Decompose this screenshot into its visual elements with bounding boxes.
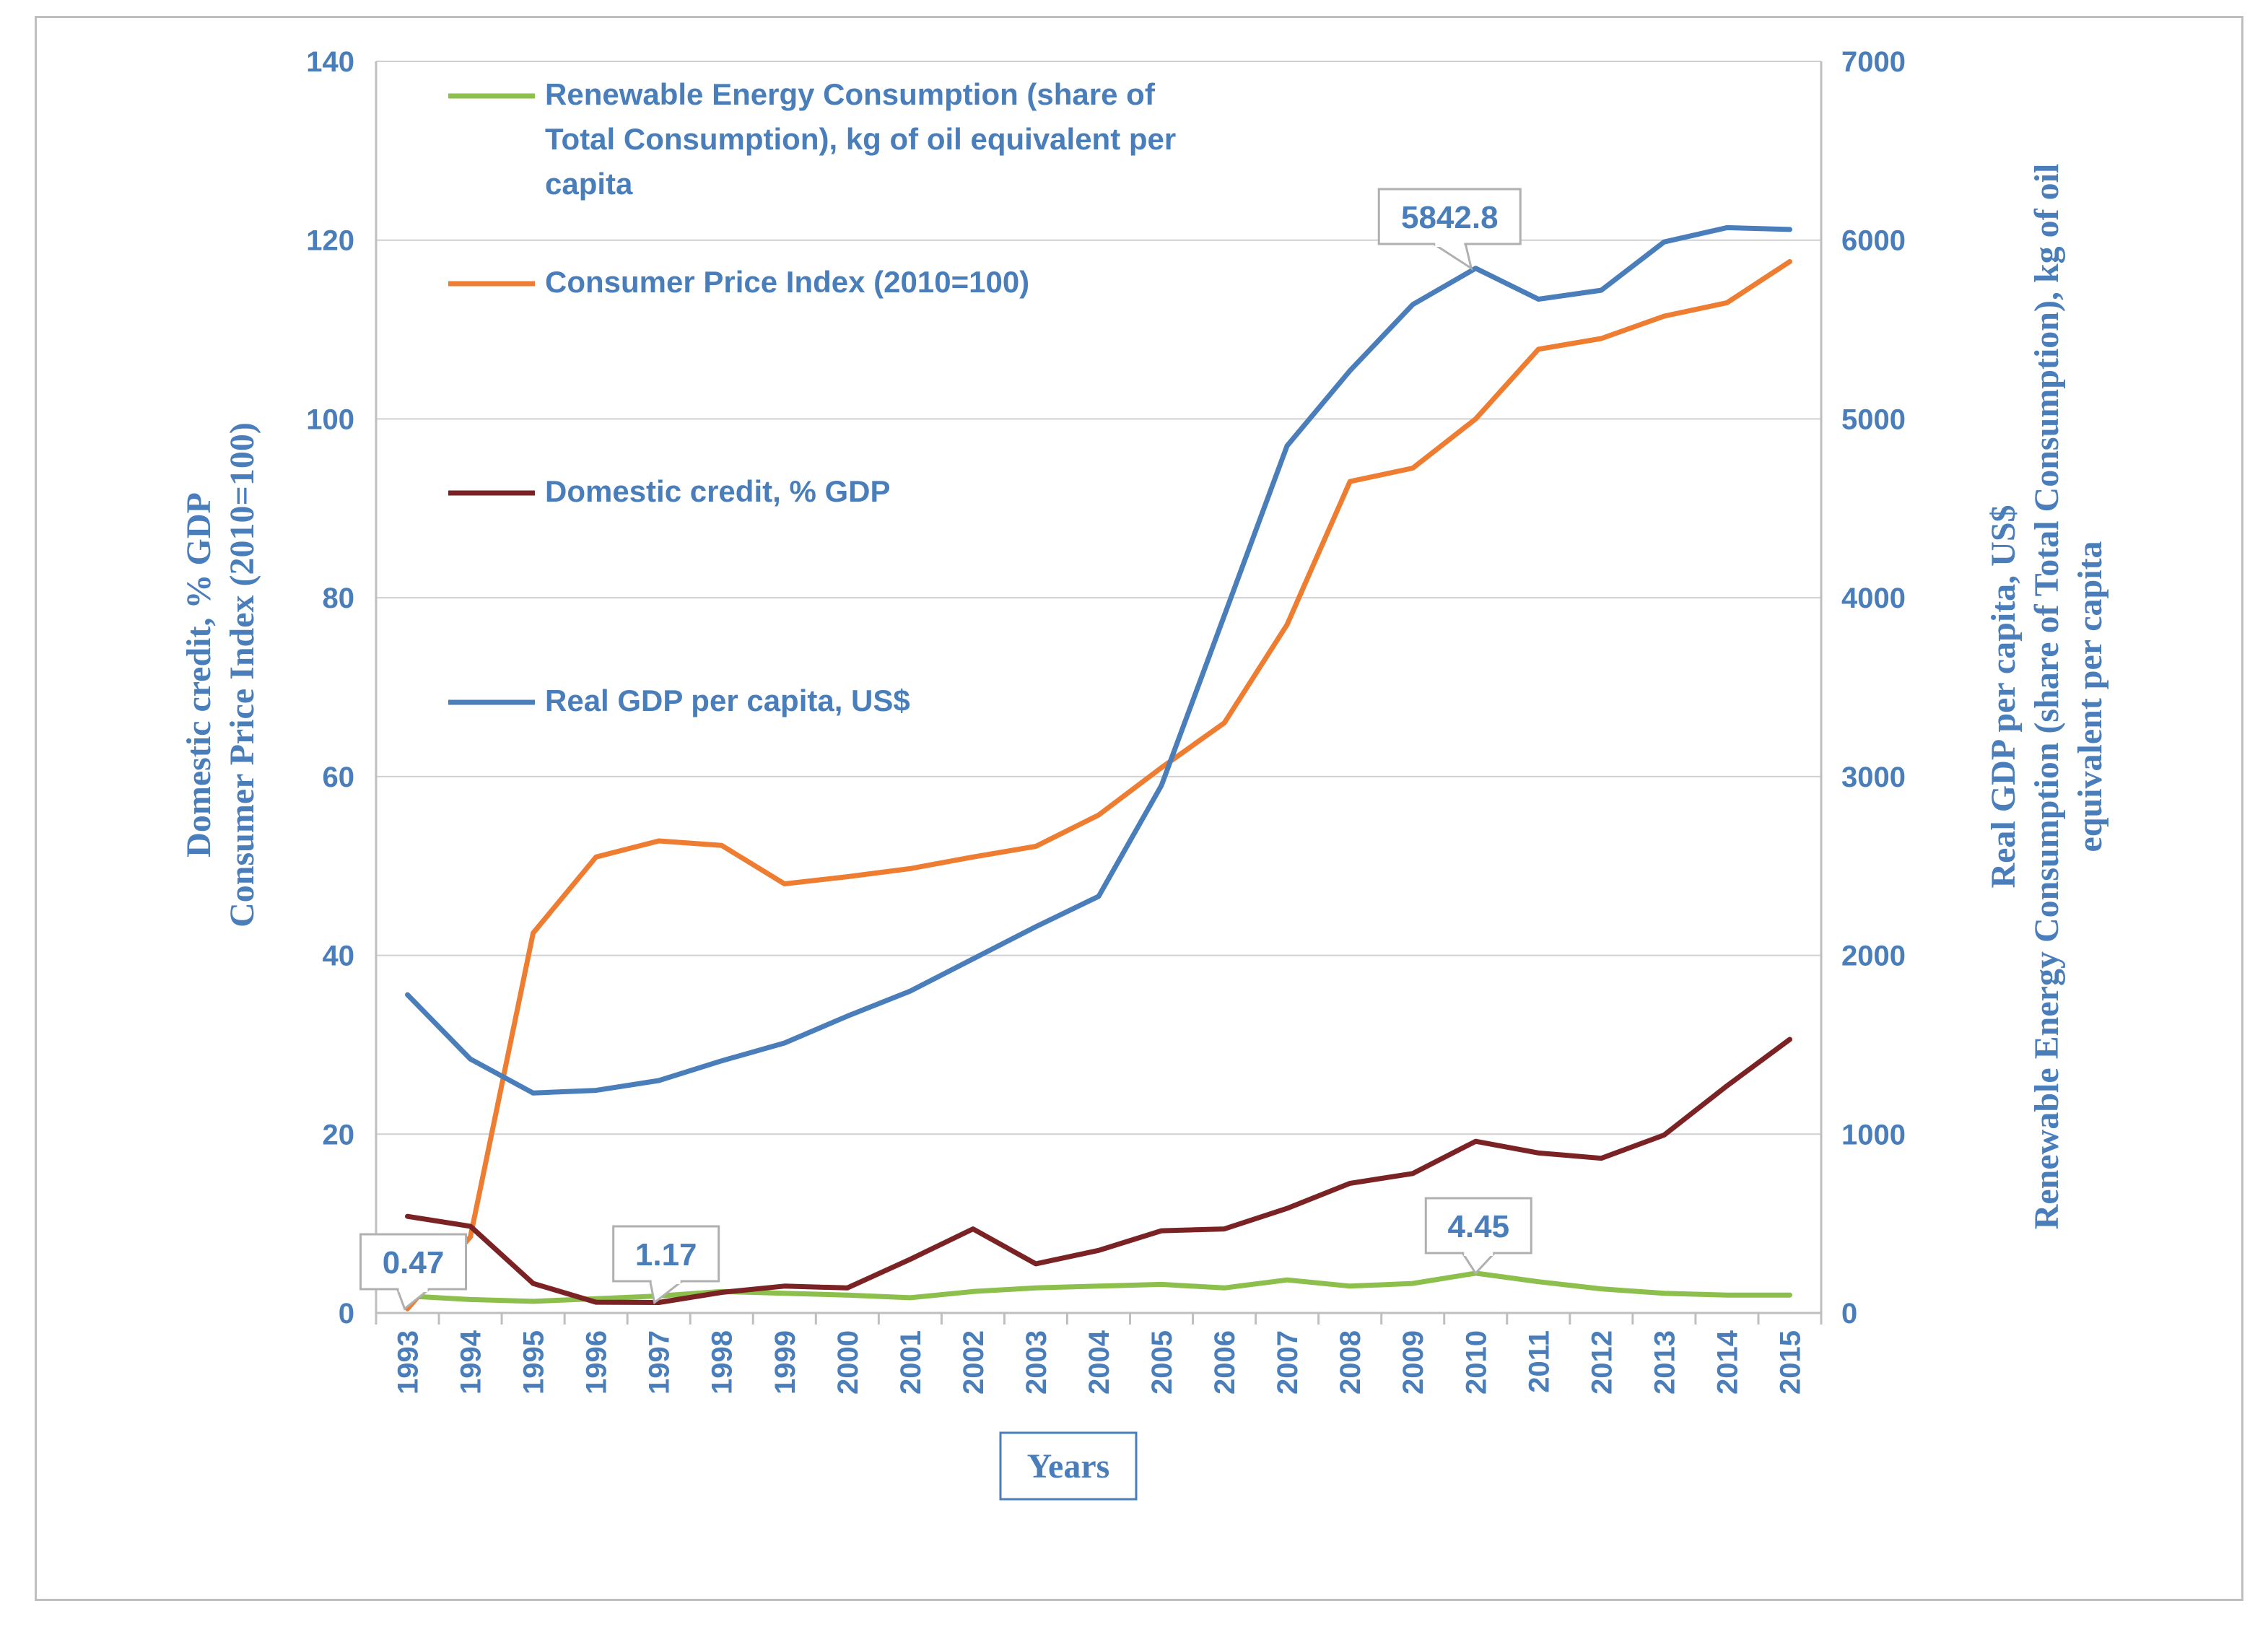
- callout-label: 4.45: [1447, 1209, 1509, 1244]
- y-right-title-line-3: equivalent per capita: [2071, 541, 2109, 852]
- y-right-tick-label: 0: [1841, 1298, 1857, 1330]
- series-line: [405, 224, 1792, 1096]
- legend-label: Real GDP per capita, US$: [545, 684, 910, 717]
- legend: Renewable Energy Consumption (share of To…: [448, 77, 1176, 717]
- x-tick-label: 2009: [1397, 1330, 1429, 1395]
- x-tick-label: 1993: [393, 1330, 424, 1395]
- series-line: [405, 258, 1792, 1312]
- y-left-tick-label: 0: [339, 1298, 354, 1330]
- x-tick-label: 2013: [1649, 1330, 1680, 1395]
- y-left-tick-label: 100: [306, 403, 354, 435]
- x-tick-label: 1994: [455, 1330, 487, 1395]
- callout-joint: [1435, 241, 1465, 247]
- y-right-tick-label: 3000: [1841, 762, 1906, 793]
- axis-titles: Domestic credit, % GDP Consumer Price Ind…: [180, 164, 2109, 1501]
- callout-box: [612, 1225, 720, 1283]
- x-tick-label: 2012: [1586, 1330, 1618, 1395]
- x-axis-title: Years: [1027, 1447, 1110, 1485]
- y-right-title-line-2: Renewable Energy Consumption (share of T…: [2028, 164, 2066, 1230]
- x-tick-label: 2007: [1272, 1330, 1304, 1395]
- chart-svg: 0 20 40 60 80 100 120 140 0 1000 2000 3000 4000 5000 6…: [180, 46, 2109, 1501]
- y-right-tick-label: 1000: [1841, 1119, 1906, 1151]
- x-tick-label: 1997: [644, 1330, 676, 1395]
- callout-label: 0.47: [383, 1245, 445, 1280]
- y-left-tick-label: 140: [306, 46, 354, 78]
- x-tick-label: 2015: [1774, 1330, 1806, 1395]
- legend-label: Consumer Price Index (2010=100): [545, 265, 1029, 299]
- chart-frame: 0 20 40 60 80 100 120 140 0 1000 2000 3000 4000 5000 6…: [35, 16, 2243, 1601]
- annotations: 0.47 1.17 4.45 5842.8: [359, 188, 1532, 1311]
- y-right-tick-label: 7000: [1841, 46, 1906, 78]
- x-tick-label: 2000: [832, 1330, 864, 1395]
- x-tick-label: 2004: [1083, 1330, 1115, 1395]
- y-right-tick-label: 4000: [1841, 582, 1906, 614]
- series-line: [405, 1270, 1792, 1304]
- callout-joint: [398, 1286, 428, 1292]
- x-tick-label: 2008: [1335, 1330, 1366, 1395]
- callout-joint: [651, 1278, 681, 1284]
- legend-label: Renewable Energy Consumption (share of: [545, 77, 1156, 111]
- x-tick-label: 1996: [581, 1330, 613, 1395]
- callout-box: [359, 1233, 468, 1291]
- legend-label: Total Consumption), kg of oil equivalent…: [545, 122, 1176, 156]
- y-right-title-line-1: Real GDP per capita, US$: [1984, 505, 2023, 888]
- y-left-tick-label: 80: [323, 582, 355, 614]
- x-tick-label: 2010: [1460, 1330, 1492, 1395]
- x-tick-label: 1999: [769, 1330, 801, 1395]
- y-right-tick-label: 5000: [1841, 403, 1906, 435]
- callout-box: [1377, 188, 1522, 245]
- x-title-box: [999, 1431, 1138, 1501]
- y-left-title-line-2: Consumer Price Index (2010=100): [223, 422, 261, 928]
- x-tick-label: 2014: [1711, 1330, 1743, 1395]
- x-tick-label: 2001: [895, 1330, 927, 1395]
- y-left-tick-label: 60: [323, 762, 355, 793]
- x-tick-label: 1995: [518, 1330, 550, 1395]
- callout-label: 1.17: [635, 1237, 697, 1273]
- y-right-tick-label: 2000: [1841, 941, 1906, 972]
- legend-label: Domestic credit, % GDP: [545, 474, 890, 508]
- callout-label: 5842.8: [1401, 200, 1499, 235]
- callout-pointer: [1460, 1252, 1497, 1275]
- x-tick-label: 2005: [1146, 1330, 1178, 1395]
- x-tick-label: 2011: [1523, 1330, 1555, 1393]
- series-lines: [405, 224, 1792, 1312]
- legend-label: capita: [545, 167, 633, 201]
- y-left-tick-label: 120: [306, 225, 354, 257]
- series-line: [405, 1037, 1792, 1305]
- grid: [376, 61, 1821, 1314]
- y-right-tick-label: 6000: [1841, 225, 1906, 257]
- y-left-title-line-1: Domestic credit, % GDP: [180, 492, 218, 858]
- y-left-tick-label: 20: [323, 1119, 355, 1151]
- x-tick-label: 2006: [1209, 1330, 1241, 1395]
- axes: 0 20 40 60 80 100 120 140 0 1000 2000 3000 4000 5000 6…: [306, 46, 1906, 1395]
- callout-pointer: [1430, 243, 1473, 271]
- x-tick-label: 2003: [1021, 1330, 1052, 1395]
- x-tick-label: 1998: [707, 1330, 738, 1395]
- callout-joint: [1464, 1250, 1493, 1256]
- y-left-tick-label: 40: [323, 941, 355, 972]
- x-tick-label: 2002: [958, 1330, 990, 1395]
